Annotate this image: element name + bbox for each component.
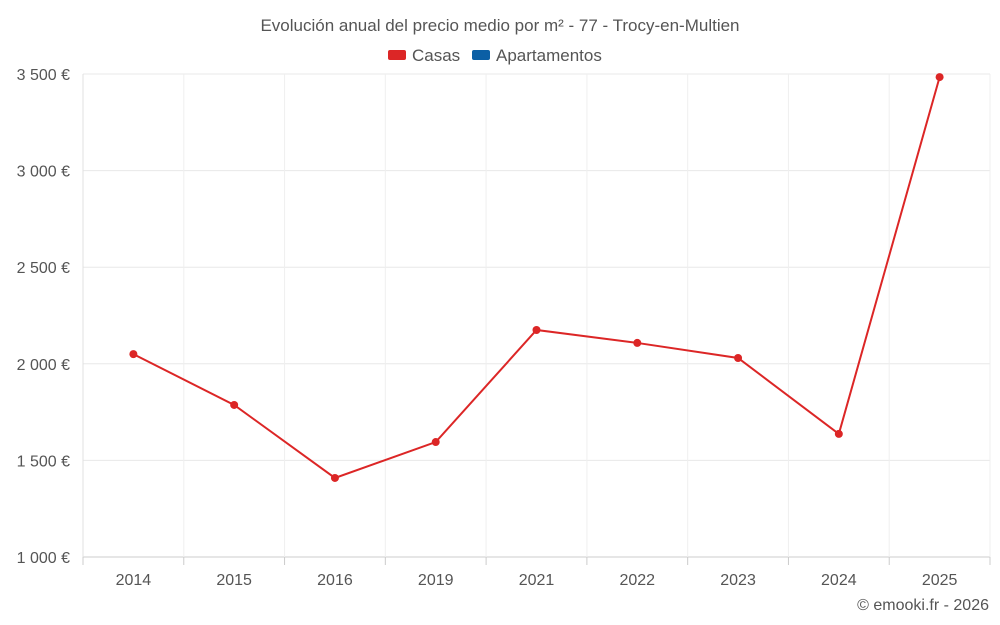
x-axis: 2014 2015 2016 2019 2021 2022 2023 2024 2025 — [82, 557, 991, 589]
data-point[interactable] — [532, 325, 541, 334]
legend: Casas Apartamentos — [388, 46, 602, 65]
series — [129, 73, 944, 482]
y-tick-label: 3 000 € — [17, 164, 70, 181]
y-tick-label: 3 500 € — [17, 67, 70, 84]
x-tick-label: 2019 — [418, 572, 454, 589]
x-tick-label: 2021 — [519, 572, 555, 589]
legend-label: Apartamentos — [496, 46, 602, 65]
legend-item-casas[interactable]: Casas — [388, 46, 460, 65]
x-tick-label: 2016 — [317, 572, 353, 589]
x-tick-label: 2023 — [720, 572, 756, 589]
data-point[interactable] — [431, 438, 440, 447]
y-tick-label: 1 500 € — [17, 453, 70, 470]
y-tick-label: 2 000 € — [17, 357, 70, 374]
x-tick-label: 2025 — [922, 572, 958, 589]
data-point[interactable] — [734, 354, 743, 363]
legend-swatch — [472, 50, 490, 60]
data-point[interactable] — [834, 429, 843, 438]
data-point[interactable] — [330, 473, 339, 482]
y-axis: 1 000 € 1 500 € 2 000 € 2 500 € 3 000 € 3 500… — [17, 67, 70, 567]
y-tick-label: 1 000 € — [17, 550, 70, 567]
x-tick-label: 2022 — [619, 572, 655, 589]
data-point[interactable] — [935, 73, 944, 82]
x-tick-label: 2015 — [216, 572, 252, 589]
grid — [82, 73, 991, 558]
legend-item-apartamentos[interactable]: Apartamentos — [472, 46, 602, 65]
data-point[interactable] — [633, 338, 642, 347]
x-tick-label: 2014 — [116, 572, 152, 589]
y-tick-label: 2 500 € — [17, 260, 70, 277]
legend-swatch — [388, 50, 406, 60]
data-point[interactable] — [129, 350, 138, 359]
x-tick-label: 2024 — [821, 572, 857, 589]
chart-title: Evolución anual del precio medio por m² … — [260, 16, 739, 35]
series-line-casas — [132, 76, 941, 480]
data-point[interactable] — [230, 400, 239, 409]
credit-text: © emooki.fr - 2026 — [857, 597, 989, 614]
legend-label: Casas — [412, 46, 460, 65]
